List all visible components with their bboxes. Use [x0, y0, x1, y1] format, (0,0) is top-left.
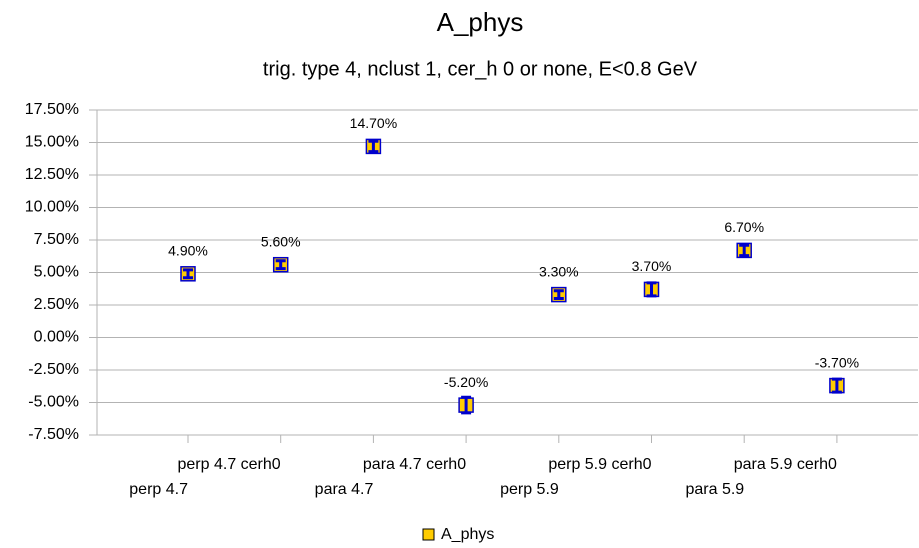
y-tick-label: -2.50%: [28, 361, 79, 378]
x-tick-label: para 4.7: [315, 481, 374, 498]
data-label: 3.70%: [632, 258, 672, 274]
legend-swatch: [422, 528, 435, 541]
error-bar: [553, 289, 564, 300]
y-tick-label: 17.50%: [25, 101, 79, 118]
data-label: 3.30%: [539, 263, 579, 279]
x-tick-label: perp 5.9 cerh0: [548, 456, 651, 473]
y-tick-label: 5.00%: [34, 264, 79, 281]
y-tick-label: 12.50%: [25, 166, 79, 183]
x-tick-label: para 4.7 cerh0: [363, 456, 466, 473]
chart-title: A_phys: [437, 7, 524, 37]
data-label: 14.70%: [350, 115, 397, 131]
y-tick-label: 7.50%: [34, 231, 79, 248]
y-tick-label: 15.00%: [25, 134, 79, 151]
data-label: 5.60%: [261, 233, 301, 249]
error-bar: [831, 377, 842, 394]
y-tick-label: -5.00%: [28, 394, 79, 411]
data-label: -3.70%: [815, 354, 859, 370]
x-tick-label: perp 4.7 cerh0: [178, 456, 281, 473]
x-tick-label: perp 4.7: [129, 481, 188, 498]
y-tick-label: 10.00%: [25, 199, 79, 216]
x-tick-label: para 5.9 cerh0: [734, 456, 837, 473]
x-tick-label: para 5.9: [685, 481, 744, 498]
error-bar: [461, 395, 472, 415]
error-bar: [368, 139, 379, 154]
data-label: -5.20%: [444, 374, 488, 390]
y-tick-label: -7.50%: [28, 426, 79, 443]
x-tick-label: perp 5.9: [500, 481, 559, 498]
y-tick-label: 2.50%: [34, 296, 79, 313]
legend-label: A_phys: [441, 526, 494, 543]
chart-subtitle: trig. type 4, nclust 1, cer_h 0 or none,…: [263, 58, 698, 80]
data-label: 6.70%: [724, 219, 764, 235]
y-tick-label: 0.00%: [34, 329, 79, 346]
error-bar: [739, 243, 750, 258]
error-bar: [275, 259, 286, 271]
data-label: 4.90%: [168, 243, 208, 259]
error-bar: [183, 268, 193, 280]
error-bar: [646, 281, 657, 298]
